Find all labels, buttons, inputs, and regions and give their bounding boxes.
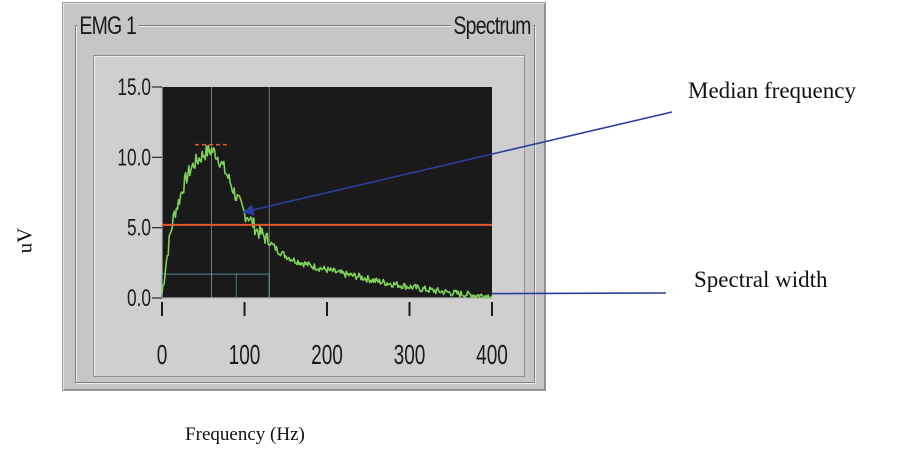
y-tick-label: 0.0 <box>127 285 151 311</box>
median-frequency-arrow <box>242 111 673 216</box>
spectral-width-pointer <box>491 292 667 295</box>
y-tick-label: 10.0 <box>117 145 151 171</box>
median-frequency-label: Median frequency <box>688 78 856 103</box>
x-tick-label: 100 <box>229 339 261 371</box>
x-tick-label: 200 <box>311 339 343 371</box>
spectral-width-bracket <box>161 273 270 298</box>
x-tick-label: 300 <box>394 339 426 371</box>
display-mode-label: Spectrum <box>451 13 533 39</box>
y-tick-label: 15.0 <box>117 74 151 100</box>
channel-title: EMG 1 <box>77 13 139 39</box>
spectral-width-label: Spectral width <box>694 267 828 292</box>
spectrum-line <box>161 144 493 299</box>
channel-group-box <box>75 25 535 383</box>
y-tick-label: 5.0 <box>127 215 151 241</box>
x-tick-label: 400 <box>476 339 508 371</box>
y-axis-label: uV <box>12 227 37 254</box>
x-tick-label: 0 <box>157 339 168 371</box>
x-axis-label: Frequency (Hz) <box>185 424 305 445</box>
